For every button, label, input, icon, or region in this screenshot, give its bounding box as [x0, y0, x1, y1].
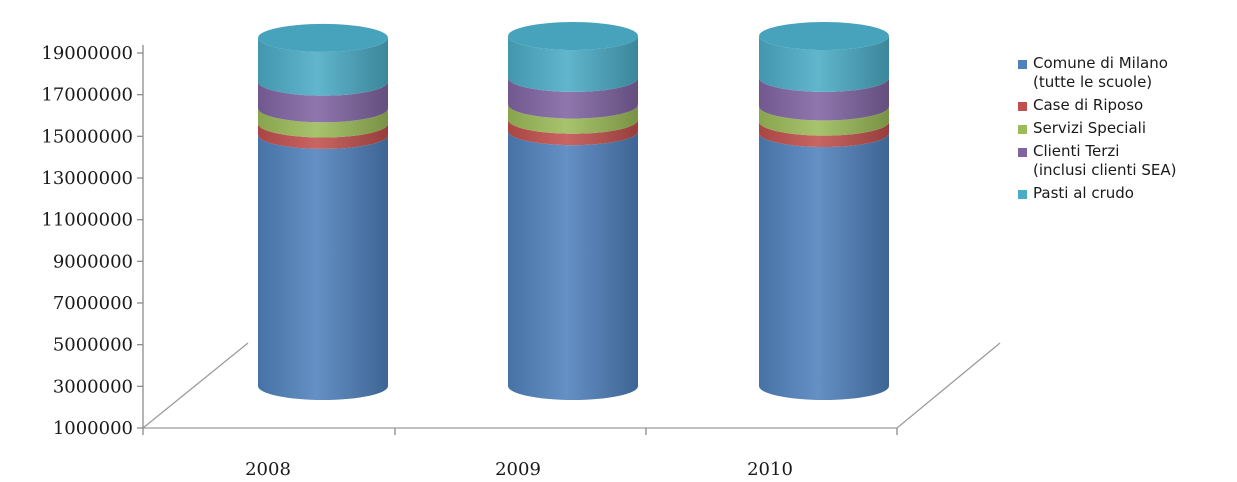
legend-label: Pasti al crudo	[1033, 184, 1134, 202]
y-tick-label: 15000000	[41, 126, 133, 147]
cylinder-top-cap	[258, 23, 388, 52]
cylinder-2009	[508, 22, 638, 400]
x-category-label: 2010	[747, 459, 793, 480]
y-tick-label: 13000000	[41, 168, 133, 189]
x-category-label: 2008	[245, 459, 291, 480]
legend-swatch	[1018, 190, 1027, 199]
legend-label: Comune di Milano (tutte le scuole)	[1033, 54, 1168, 91]
legend-item: Servizi Speciali	[1018, 119, 1233, 138]
bar-segment	[258, 123, 388, 149]
legend-swatch	[1018, 102, 1027, 111]
cylinder-2008	[258, 23, 388, 400]
bar-segment	[759, 106, 889, 136]
bars	[258, 22, 889, 400]
bar-segment	[258, 37, 388, 96]
legend-item: Comune di Milano (tutte le scuole)	[1018, 54, 1233, 92]
bar-segment	[759, 121, 889, 148]
legend-swatch	[1018, 125, 1027, 134]
y-tick-label: 3000000	[53, 376, 133, 397]
legend-item: Clienti Terzi (inclusi clienti SEA)	[1018, 142, 1233, 180]
y-tick-label: 7000000	[53, 293, 133, 314]
bar-segment	[258, 108, 388, 138]
bar-segment	[508, 104, 638, 134]
legend-swatch	[1018, 60, 1027, 69]
bar-segment	[508, 131, 638, 400]
cylinder-top-cap	[759, 22, 889, 50]
legend-label: Case di Riposo	[1033, 96, 1144, 114]
bar-segment	[508, 77, 638, 119]
cylinder-2010	[759, 22, 889, 400]
bar-segment	[759, 133, 889, 400]
legend-swatch	[1018, 148, 1027, 157]
bar-segment	[759, 36, 889, 92]
bar-segment	[258, 81, 388, 123]
legend: Comune di Milano (tutte le scuole) Case d…	[1018, 54, 1233, 207]
y-tick-label: 11000000	[41, 210, 133, 231]
legend-item: Pasti al crudo	[1018, 184, 1233, 203]
legend-label: Clienti Terzi (inclusi clienti SEA)	[1033, 142, 1177, 179]
y-tick-label: 9000000	[53, 251, 133, 272]
y-tick-label: 17000000	[41, 85, 133, 106]
y-tick-label: 1000000	[53, 418, 133, 439]
bar-segment	[508, 119, 638, 146]
y-axis: 1000000 3000000 5000000 7000000 9000000 11000…	[41, 43, 144, 439]
cylinder-top-cap	[508, 22, 638, 50]
legend-item: Case di Riposo	[1018, 96, 1233, 115]
bar-segment	[759, 77, 889, 121]
y-tick-label: 5000000	[53, 335, 133, 356]
x-category-label: 2009	[495, 459, 541, 480]
x-axis: 2008 2009 2010	[142, 428, 898, 480]
bar-segment	[508, 36, 638, 92]
bar-segment	[258, 134, 388, 400]
y-tick-label: 19000000	[41, 43, 133, 64]
legend-label: Servizi Speciali	[1033, 119, 1146, 137]
